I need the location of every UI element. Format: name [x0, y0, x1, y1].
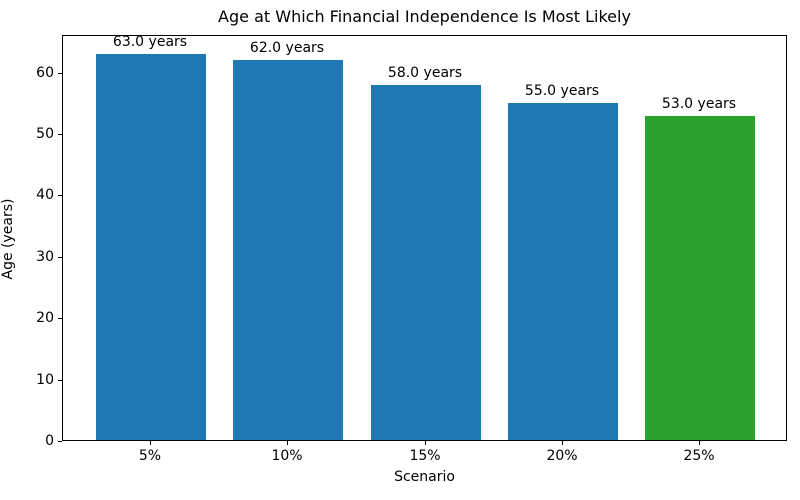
bar-5pct — [96, 54, 206, 440]
bar-value-label: 62.0 years — [249, 40, 325, 56]
y-tick-mark — [58, 73, 62, 74]
y-tick-mark — [58, 380, 62, 381]
x-axis-label: Scenario — [394, 469, 455, 485]
x-tick-label: 5% — [138, 448, 162, 464]
x-tick-mark — [287, 441, 288, 445]
bar-15pct — [371, 85, 481, 440]
y-tick-label: 60 — [36, 65, 54, 81]
x-tick-label: 15% — [409, 448, 441, 464]
bar-20pct — [508, 103, 618, 440]
y-tick-label: 20 — [36, 310, 54, 326]
x-tick-mark — [425, 441, 426, 445]
x-tick-label: 20% — [546, 448, 578, 464]
y-tick-label: 10 — [36, 372, 54, 388]
y-tick-mark — [58, 318, 62, 319]
bar-value-label: 58.0 years — [387, 65, 463, 81]
x-tick-label: 25% — [683, 448, 715, 464]
y-tick-label: 50 — [36, 126, 54, 142]
bar-value-label: 55.0 years — [524, 83, 600, 99]
y-tick-mark — [58, 441, 62, 442]
y-tick-label: 0 — [45, 433, 54, 449]
y-tick-label: 40 — [36, 187, 54, 203]
bar-10pct — [233, 60, 343, 440]
bar-value-label: 53.0 years — [661, 96, 737, 112]
plot-area — [62, 35, 787, 441]
y-tick-mark — [58, 195, 62, 196]
x-tick-mark — [562, 441, 563, 445]
y-tick-mark — [58, 134, 62, 135]
bar-25pct — [645, 116, 755, 440]
bar-value-label: 63.0 years — [112, 34, 188, 50]
y-axis-label: Age (years) — [0, 198, 16, 280]
x-tick-mark — [150, 441, 151, 445]
x-tick-label: 10% — [271, 448, 303, 464]
chart-title: Age at Which Financial Independence Is M… — [218, 7, 631, 26]
y-tick-mark — [58, 257, 62, 258]
x-tick-mark — [699, 441, 700, 445]
y-tick-label: 30 — [36, 249, 54, 265]
